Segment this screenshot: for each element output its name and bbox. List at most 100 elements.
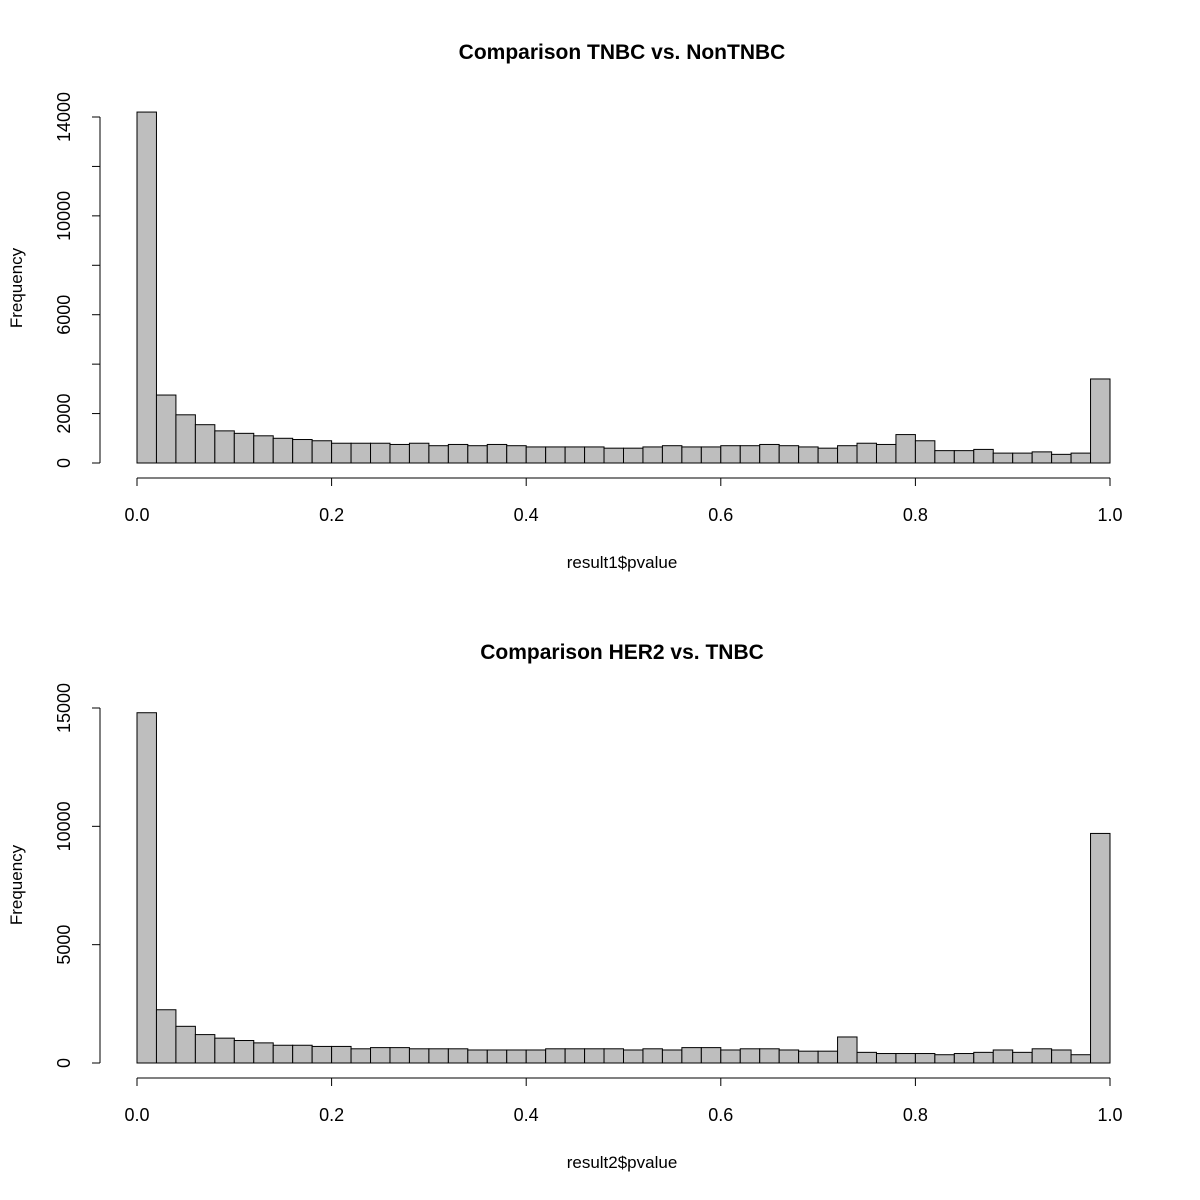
x-axis: 0.0 0.2 0.4 0.6 0.8 1.0 xyxy=(124,477,1123,525)
histogram-bar xyxy=(506,1049,527,1064)
histogram-bar xyxy=(603,1048,624,1064)
histogram-bar xyxy=(447,443,469,464)
histogram-bar xyxy=(1051,453,1072,464)
histogram-bar xyxy=(253,1042,274,1064)
histogram-bar xyxy=(778,445,800,464)
histogram-bar xyxy=(973,1051,994,1064)
histogram-bar xyxy=(759,443,780,464)
histogram-bar xyxy=(584,1048,605,1064)
histogram-bar xyxy=(564,1048,586,1064)
chart-title: Comparison HER2 vs. TNBC xyxy=(480,641,764,664)
histogram-bar xyxy=(720,1049,741,1064)
histogram-bar xyxy=(1070,1054,1092,1064)
histogram-bar xyxy=(1031,1048,1053,1064)
histogram-bar xyxy=(447,1048,469,1064)
histogram-bar xyxy=(292,439,313,464)
histogram-panel-her2-vs-tnbc: Comparison HER2 vs. TNBC result2$pvalue … xyxy=(7,641,1123,1172)
x-tick-label: 1.0 xyxy=(1097,505,1122,525)
histogram-bar xyxy=(817,1050,839,1064)
histogram-panel-tnbc-vs-nontnbc: Comparison TNBC vs. NonTNBC result1$pval… xyxy=(7,41,1123,572)
histogram-bar xyxy=(798,446,819,464)
histogram-bar xyxy=(934,1054,955,1064)
histogram-bar xyxy=(467,445,488,464)
histogram-bar xyxy=(194,424,216,464)
y-axis: 0 5000 10000 15000 xyxy=(54,683,101,1068)
histogram-bar xyxy=(623,447,644,464)
histogram-bar xyxy=(661,445,683,464)
histogram-bar xyxy=(331,1045,352,1064)
x-tick-label: 0.0 xyxy=(124,505,149,525)
x-tick-label: 0.8 xyxy=(903,1105,928,1125)
histogram-bar xyxy=(700,446,722,464)
y-tick-label: 10000 xyxy=(54,801,74,851)
histogram-bar xyxy=(1012,1051,1033,1064)
y-axis: 0 2000 6000 10000 14000 xyxy=(54,92,101,468)
histogram-bar xyxy=(350,1048,372,1064)
histogram-bar xyxy=(272,437,294,464)
histogram-bar xyxy=(331,442,352,464)
histogram-bar xyxy=(895,1053,916,1064)
histogram-bar xyxy=(253,435,274,464)
x-tick-label: 1.0 xyxy=(1097,1105,1122,1125)
histogram-bar xyxy=(798,1050,819,1064)
histogram-bar xyxy=(992,452,1014,464)
bars xyxy=(136,111,1111,464)
histogram-bar xyxy=(875,443,897,464)
histogram-bar xyxy=(603,447,624,464)
histogram-bar xyxy=(389,443,410,464)
y-tick-label: 14000 xyxy=(54,92,74,142)
y-tick-label: 15000 xyxy=(54,683,74,733)
chart-title: Comparison TNBC vs. NonTNBC xyxy=(459,41,786,64)
x-axis-label: result1$pvalue xyxy=(567,553,678,572)
y-tick-label: 0 xyxy=(54,458,74,468)
histogram-bar xyxy=(914,440,936,464)
x-tick-label: 0.4 xyxy=(514,505,539,525)
histogram-bar xyxy=(934,450,955,464)
histogram-bar xyxy=(895,434,916,464)
histogram-bar xyxy=(214,1037,235,1064)
histogram-bar xyxy=(486,1049,508,1064)
histogram-bar xyxy=(856,1051,877,1064)
histogram-bar xyxy=(545,1048,566,1064)
x-axis-label: result2$pvalue xyxy=(567,1153,678,1172)
histogram-bar xyxy=(1090,832,1111,1064)
histogram-bar xyxy=(408,1048,430,1064)
histogram-bar xyxy=(953,450,975,464)
histogram-bar xyxy=(720,445,741,464)
histogram-bar xyxy=(292,1044,313,1064)
histogram-bar xyxy=(175,414,196,464)
histogram-bar xyxy=(739,1048,761,1064)
histogram-bar xyxy=(506,445,527,464)
histogram-bar xyxy=(856,442,877,464)
histogram-bar xyxy=(194,1034,216,1064)
x-tick-label: 0.6 xyxy=(708,505,733,525)
y-tick-label: 0 xyxy=(54,1058,74,1068)
histogram-bar xyxy=(311,1045,333,1064)
histogram-bar xyxy=(467,1049,488,1064)
histogram-bar xyxy=(875,1053,897,1064)
histogram-bar xyxy=(155,394,177,464)
bars xyxy=(136,712,1111,1064)
histogram-bar xyxy=(1012,452,1033,464)
x-tick-label: 0.6 xyxy=(708,1105,733,1125)
histogram-bar xyxy=(233,432,255,464)
x-tick-label: 0.2 xyxy=(319,505,344,525)
histogram-bar xyxy=(700,1047,722,1064)
y-tick-label: 2000 xyxy=(54,394,74,434)
y-tick-label: 10000 xyxy=(54,191,74,241)
histogram-bar xyxy=(1031,451,1053,464)
x-tick-label: 0.8 xyxy=(903,505,928,525)
histogram-bar xyxy=(428,1048,449,1064)
histogram-bar xyxy=(642,1048,663,1064)
histogram-bar xyxy=(778,1049,800,1064)
histogram-bar xyxy=(837,1036,858,1064)
y-tick-label: 6000 xyxy=(54,295,74,335)
histogram-bar xyxy=(428,445,449,464)
histogram-bar xyxy=(408,442,430,464)
histogram-bar xyxy=(681,1047,702,1064)
histogram-bar xyxy=(136,712,157,1064)
histogram-bar xyxy=(389,1047,410,1064)
histogram-bar xyxy=(973,448,994,464)
y-axis-label: Frequency xyxy=(7,247,26,328)
histogram-bar xyxy=(739,445,761,464)
